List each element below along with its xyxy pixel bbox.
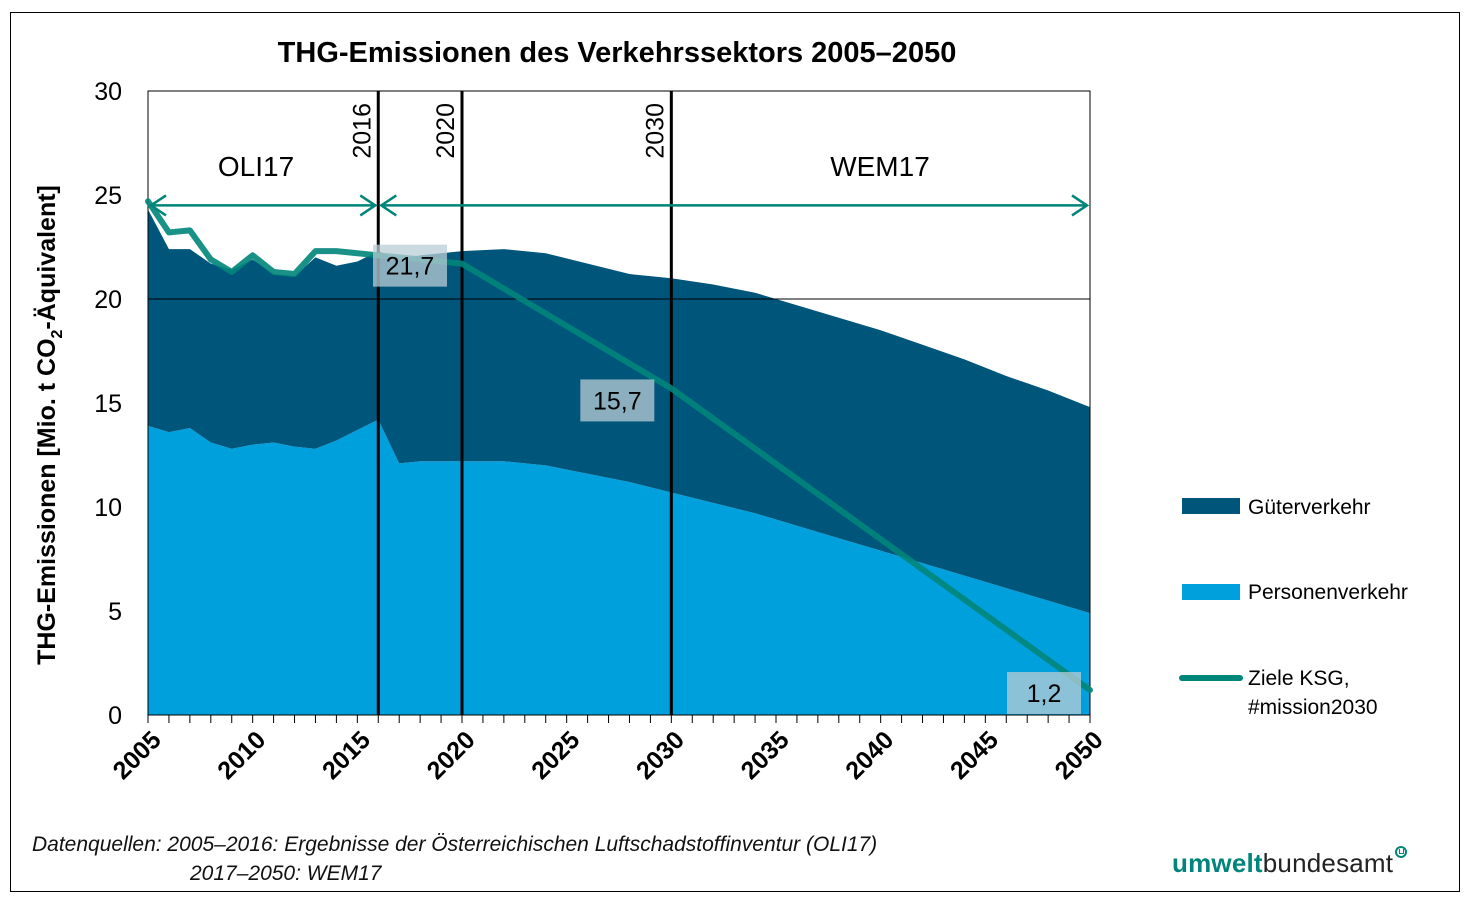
- y-tick-label: 15: [94, 390, 122, 418]
- x-tick-label: 2035: [736, 726, 795, 785]
- umweltbundesamt-logo: umweltbundesamt: [1172, 846, 1408, 879]
- y-tick-label: 5: [108, 598, 122, 626]
- marker-label-2020: 2020: [432, 103, 460, 159]
- source-line-2: 2017–2050: WEM17: [190, 862, 382, 885]
- y-tick-label: 30: [94, 78, 122, 106]
- x-tick-label: 2025: [526, 726, 585, 785]
- svg-text:21,7: 21,7: [386, 253, 435, 281]
- x-tick-label: 2045: [945, 726, 1004, 785]
- x-tick-label: 2010: [212, 726, 271, 785]
- data-label-15-7: 15,7: [580, 379, 655, 422]
- x-tick-label: 2015: [317, 726, 376, 785]
- logo-mark-icon: [1395, 846, 1408, 858]
- source-line-1: Datenquellen: 2005–2016: Ergebnisse der …: [32, 833, 878, 856]
- logo-text-umwelt: umwelt: [1172, 848, 1263, 878]
- source-note: Datenquellen: 2005–2016: Ergebnisse der …: [32, 830, 877, 888]
- marker-label-2016: 2016: [348, 103, 376, 159]
- x-tick-label: 2030: [631, 726, 690, 785]
- plot-border: [147, 90, 1091, 716]
- data-label-21-7: 21,7: [373, 244, 447, 287]
- svg-text:15,7: 15,7: [593, 387, 642, 415]
- legend-swatch-personenverkehr: [1182, 584, 1240, 600]
- y-axis-label-subscript: 2: [49, 329, 66, 338]
- area-personenverkehr: [148, 419, 1090, 715]
- period-label-oli17: OLI17: [218, 151, 294, 182]
- period-label-wem17: WEM17: [830, 151, 930, 182]
- x-tick-label: 2005: [108, 726, 167, 785]
- y-tick-label: 0: [108, 702, 122, 730]
- chart-title: THG-Emissionen des Verkehrssektors 2005–…: [278, 37, 957, 69]
- legend-label-ziele-ksg: Ziele KSG,: [1248, 667, 1350, 690]
- period-arrow-wem17: [379, 194, 1090, 217]
- y-tick-label: 25: [94, 182, 122, 210]
- y-axis-label: THG-Emissionen [Mio. t CO2-Äquivalent]: [33, 185, 66, 665]
- data-label-1-2: 1,2: [1007, 672, 1081, 715]
- legend-label-personenverkehr: Personenverkehr: [1248, 581, 1408, 604]
- logo-text-bundesamt: bundesamt: [1262, 848, 1394, 878]
- x-tick-label: 2050: [1050, 726, 1109, 785]
- legend-swatch-gueterverkehr: [1182, 498, 1240, 514]
- x-tick-label: 2040: [840, 726, 899, 785]
- svg-text:1,2: 1,2: [1027, 680, 1062, 708]
- x-tick-label: 2020: [422, 726, 481, 785]
- marker-label-2030: 2030: [641, 103, 669, 159]
- legend-label-mission2030: #mission2030: [1248, 696, 1378, 719]
- y-tick-label: 20: [94, 286, 122, 314]
- chart-frame: [10, 12, 1460, 892]
- legend-label-gueterverkehr: Güterverkehr: [1248, 496, 1371, 519]
- y-tick-label: 10: [94, 494, 122, 522]
